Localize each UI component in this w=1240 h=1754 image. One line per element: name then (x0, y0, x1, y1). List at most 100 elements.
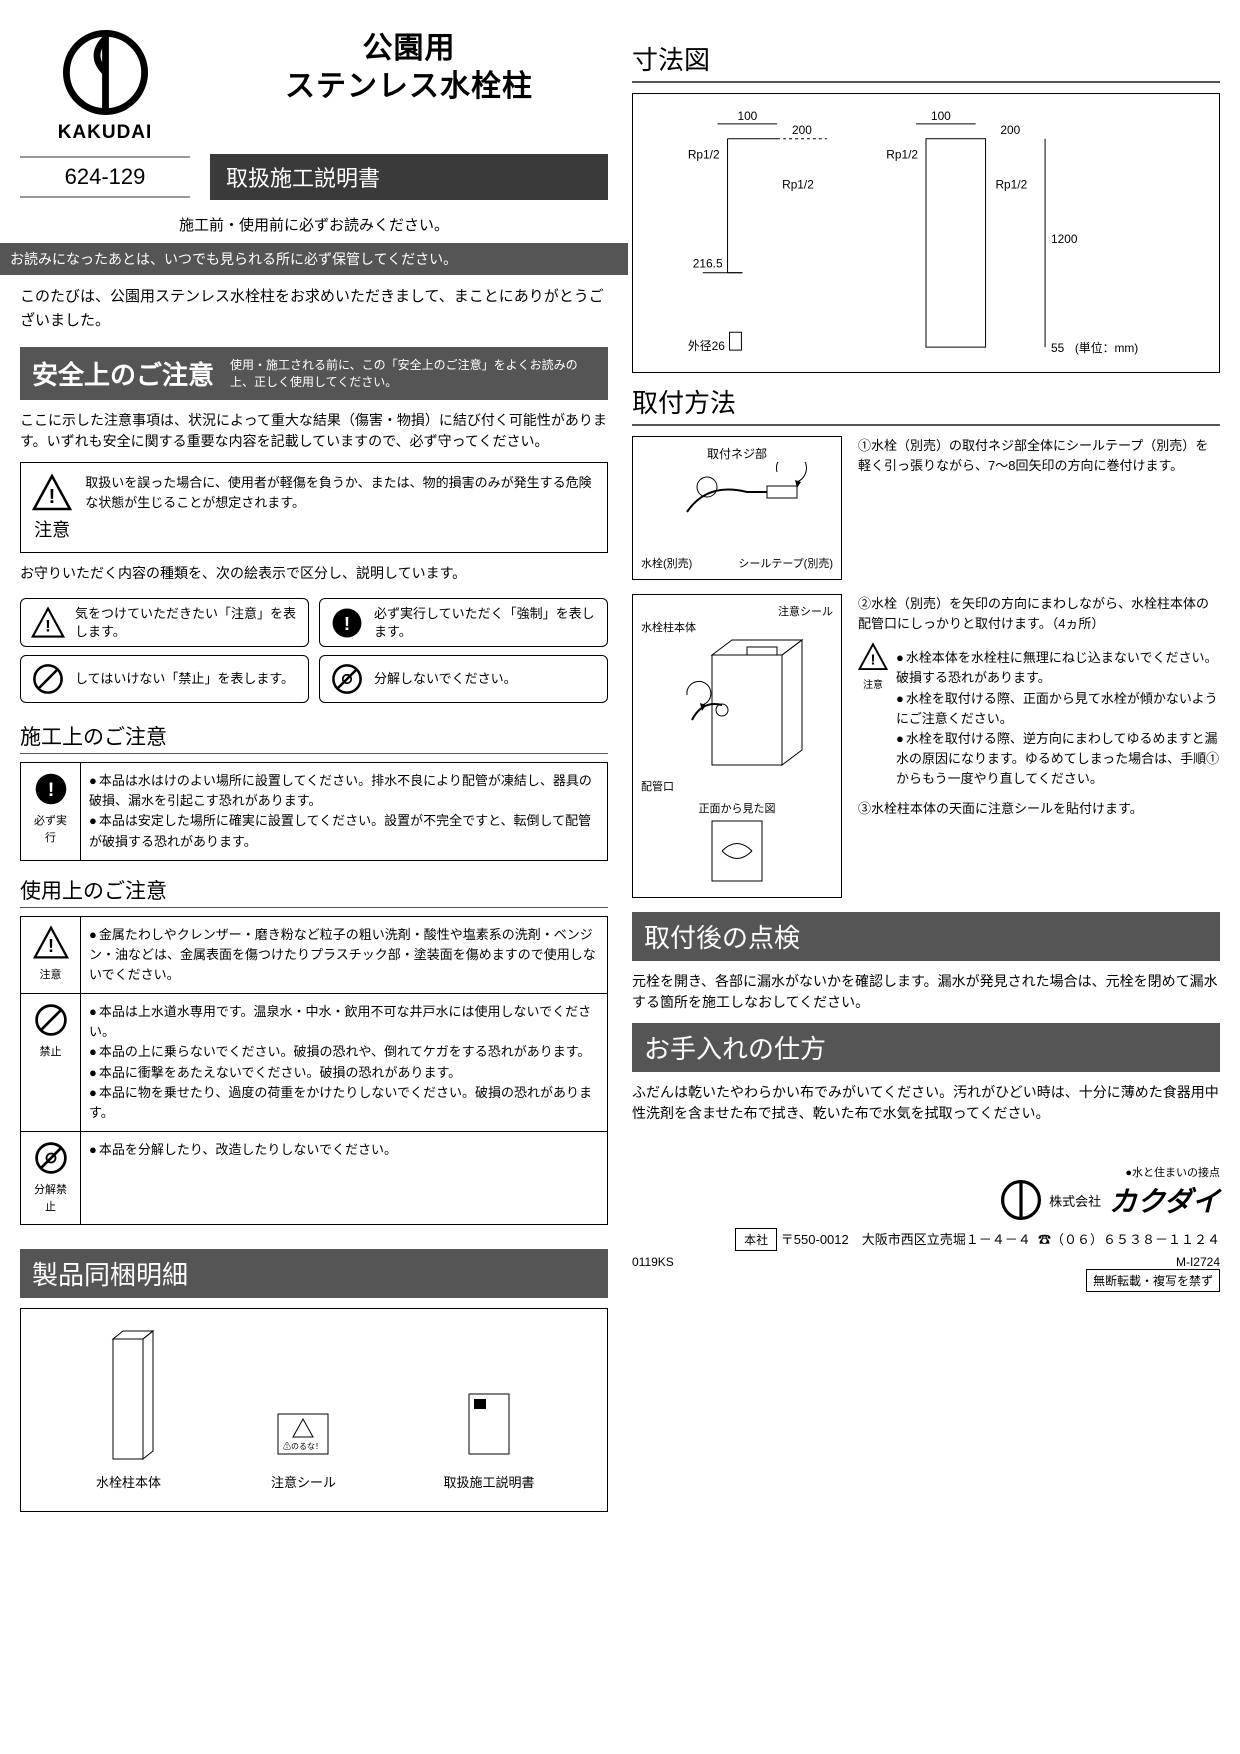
symbol-nodisasm: 分解しないでください。 (319, 655, 608, 703)
safety-heading: 安全上のご注意 使用・施工される前に、この「安全上のご注意」をよくお読みの上、正… (20, 347, 608, 400)
symbol-prohibit-text: してはいけない「禁止」を表します。 (75, 670, 294, 688)
svg-text:216.5: 216.5 (693, 257, 723, 271)
product-line1: 公園用 (210, 30, 608, 68)
maintenance-title: お手入れの仕方 (632, 1023, 1220, 1072)
symbol-attention: ! 気をつけていただきたい「注意」を表します。 (20, 598, 309, 647)
svg-text:55: 55 (1051, 341, 1065, 355)
svg-text:!: ! (45, 616, 51, 635)
list-item: 本品は上水道水専用です。温泉水・中水・飲用不可な井戸水には使用しないでください。 (89, 1002, 599, 1042)
safety-intro: ここに示した注意事項は、状況によって重大な結果（傷害・物損）に結び付く可能性があ… (20, 410, 608, 452)
nodisasm-icon (330, 662, 364, 696)
svg-text:200: 200 (792, 123, 812, 137)
list-item: 本品は水はけのよい場所に設置してください。排水不良により配管が凍結し、器具の破損… (89, 771, 599, 811)
table-icon-cell: ! 注意 (21, 916, 81, 993)
prohibit-icon (33, 1002, 69, 1038)
label-seal: 注意シール (641, 603, 833, 619)
nodisasm-icon (33, 1140, 69, 1176)
svg-text:⚠のるな！: ⚠のるな！ (283, 1442, 323, 1451)
brand-block: KAKUDAI (20, 30, 190, 144)
thanks-text: このたびは、公園用ステンレス水栓柱をお求めいただきまして、まことにありがとうござ… (20, 285, 608, 333)
use-caution-table: ! 注意 金属たわしやクレンザー・磨き粉など粒子の粗い洗剤・酸性や塩素系の洗剤・… (20, 916, 608, 1225)
header: KAKUDAI 公園用 ステンレス水栓柱 (20, 30, 608, 144)
pkg-label: 水栓柱本体 (93, 1472, 163, 1491)
svg-text:Rp1/2: Rp1/2 (688, 148, 720, 162)
step1-figure: 取付ネジ部 水栓(別売) シールテープ(別売) (632, 436, 842, 580)
table-content-cell: 本品を分解したり、改造したりしないでください。 (81, 1131, 608, 1224)
icon-label: 必ず実行 (29, 813, 72, 847)
label-faucet: 水栓(別売) (641, 555, 692, 571)
pkg-label: 取扱施工説明書 (443, 1472, 534, 1491)
address-row: 本社 〒550-0012 大阪市西区立売堀１－４－４ ☎（０６）６５３８－１１２… (632, 1224, 1220, 1251)
svg-text:!: ! (49, 486, 56, 508)
safety-sub: 使用・施工される前に、この「安全上のご注意」をよくお読みの上、正しく使用してくだ… (230, 357, 596, 391)
install-caution-table: ! 必ず実行 本品は水はけのよい場所に設置してください。排水不良により配管が凍結… (20, 762, 608, 861)
caution-box: ! 注意 取扱いを誤った場合に、使用者が軽傷を負うか、または、物的損害のみが発生… (20, 462, 608, 553)
svg-text:!: ! (344, 612, 350, 633)
faucet-diagram-icon (657, 462, 817, 552)
svg-text:(単位：mm): (単位：mm) (1075, 341, 1138, 355)
package-box: 水栓柱本体 ⚠のるな！ 注意シール 取扱施工説明書 (20, 1308, 608, 1512)
install-step1: 取付ネジ部 水栓(別売) シールテープ(別売) ①水栓（別売）の取付ネジ部全体に… (632, 436, 1220, 580)
icon-label: 分解禁止 (29, 1182, 72, 1216)
symbol-prohibit: してはいけない「禁止」を表します。 (20, 655, 309, 703)
code1: 0119KS (632, 1255, 674, 1269)
must-icon: ! (33, 771, 69, 807)
table-content-cell: 本品は水はけのよい場所に設置してください。排水不良により配管が凍結し、器具の破損… (81, 763, 608, 861)
svg-text:!: ! (871, 652, 876, 669)
install-step2: 注意シール 水栓柱本体 配管口 正面から見た図 (632, 594, 1220, 898)
label-pipe: 配管口 (641, 778, 833, 794)
caution-label: 注意 (31, 516, 73, 542)
code2: M-I2724 (1176, 1255, 1220, 1269)
svg-text:外径26: 外径26 (688, 339, 725, 353)
step3-text: ③水栓柱本体の天面に注意シールを貼付けます。 (858, 799, 1220, 819)
brand-name: KAKUDAI (20, 122, 190, 144)
inspection-title: 取付後の点検 (632, 912, 1220, 961)
sticker-icon: ⚠のるな！ (268, 1399, 338, 1469)
svg-text:100: 100 (931, 109, 951, 123)
label-tape: シールテープ(別売) (738, 555, 833, 571)
dimension-diagram: 100 200 Rp1/2 Rp1/2 216.5 外径26 100 200 R… (632, 93, 1220, 373)
mounting-title: 取付方法 (632, 383, 1220, 426)
product-title-block: 公園用 ステンレス水栓柱 (210, 30, 608, 144)
svg-text:!: ! (47, 779, 54, 801)
list-item: 本品に物を乗せたり、過度の荷重をかけたりしないでください。破損の恐れがあります。 (89, 1083, 599, 1123)
inspection-text: 元栓を開き、各部に漏水がないかを確認します。漏水が発見された場合は、元栓を閉めて… (632, 971, 1220, 1013)
svg-text:Rp1/2: Rp1/2 (995, 177, 1027, 191)
hq-label: 本社 (735, 1228, 777, 1251)
table-icon-cell: 禁止 (21, 994, 81, 1132)
read-before: 施工前・使用前に必ずお読みください。 (20, 208, 608, 241)
table-content-cell: 金属たわしやクレンザー・磨き粉など粒子の粗い洗剤・酸性や塩素系の洗剤・ベンジン・… (81, 916, 608, 993)
svg-text:Rp1/2: Rp1/2 (886, 148, 918, 162)
icon-label: 注意 (29, 967, 72, 984)
table-icon-cell: ! 必ず実行 (21, 763, 81, 861)
nocopy: 無断転載・複写を禁ず (1086, 1269, 1220, 1292)
pillar-icon (93, 1329, 163, 1469)
svg-text:!: ! (48, 936, 54, 956)
safety-title: 安全上のご注意 (32, 355, 214, 392)
brand-logo (63, 30, 148, 115)
codes-row: 0119KS M-I2724 (632, 1255, 1220, 1269)
manual-type-bar: 取扱施工説明書 (210, 154, 608, 200)
caution-icon-block: ! 注意 (31, 473, 73, 542)
symbol-intro: お守りいただく内容の種類を、次の絵表示で区分し、説明しています。 (20, 563, 608, 584)
row-productnum-manual: 624-129 取扱施工説明書 (20, 154, 608, 200)
svg-text:200: 200 (1000, 123, 1020, 137)
list-item: 本品は安定した場所に確実に設置してください。設置が不完全ですと、転倒して配管が破… (89, 811, 599, 851)
company-name: カクダイ (1109, 1180, 1220, 1220)
use-caution-title: 使用上のご注意 (20, 875, 608, 908)
svg-text:1200: 1200 (1051, 232, 1078, 246)
manual-icon (459, 1389, 519, 1469)
svg-text:100: 100 (737, 109, 757, 123)
table-content-cell: 本品は上水道水専用です。温泉水・中水・飲用不可な井戸水には使用しないでください。… (81, 994, 608, 1132)
symbol-nodisasm-text: 分解しないでください。 (374, 670, 517, 688)
list-item: 本品の上に乗らないでください。破損の恐れや、倒れてケガをする恐れがあります。 (89, 1042, 599, 1062)
list-item: 本品に衝撃をあたえないでください。破損の恐れがあります。 (89, 1063, 599, 1083)
pillar-assembly-icon (652, 635, 822, 775)
label-front: 正面から見た図 (641, 800, 833, 816)
pkg-item: 水栓柱本体 (93, 1329, 163, 1491)
install-caution-title: 施工上のご注意 (20, 721, 608, 754)
dimension-svg: 100 200 Rp1/2 Rp1/2 216.5 外径26 100 200 R… (643, 104, 1209, 362)
list-item: 金属たわしやクレンザー・磨き粉など粒子の粗い洗剤・酸性や塩素系の洗剤・ベンジン・… (89, 925, 599, 985)
list-item: 水栓を取付ける際、逆方向にまわしてゆるめますと漏水の原因になります。ゆるめてしま… (896, 729, 1220, 789)
pkg-item: ⚠のるな！ 注意シール (268, 1399, 338, 1491)
